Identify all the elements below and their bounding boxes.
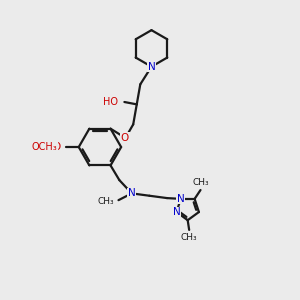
Text: N: N <box>148 62 155 72</box>
Text: HO: HO <box>103 97 118 107</box>
Text: N: N <box>172 207 180 217</box>
Text: N: N <box>177 194 184 204</box>
Text: CH₃: CH₃ <box>181 233 197 242</box>
Text: CH₃: CH₃ <box>192 178 209 187</box>
Text: CH₃: CH₃ <box>98 197 114 206</box>
Text: CH₃: CH₃ <box>37 142 53 152</box>
Text: N: N <box>128 188 136 198</box>
Text: O: O <box>52 142 60 152</box>
Text: O: O <box>121 133 129 142</box>
Text: OCH₃: OCH₃ <box>32 142 58 152</box>
